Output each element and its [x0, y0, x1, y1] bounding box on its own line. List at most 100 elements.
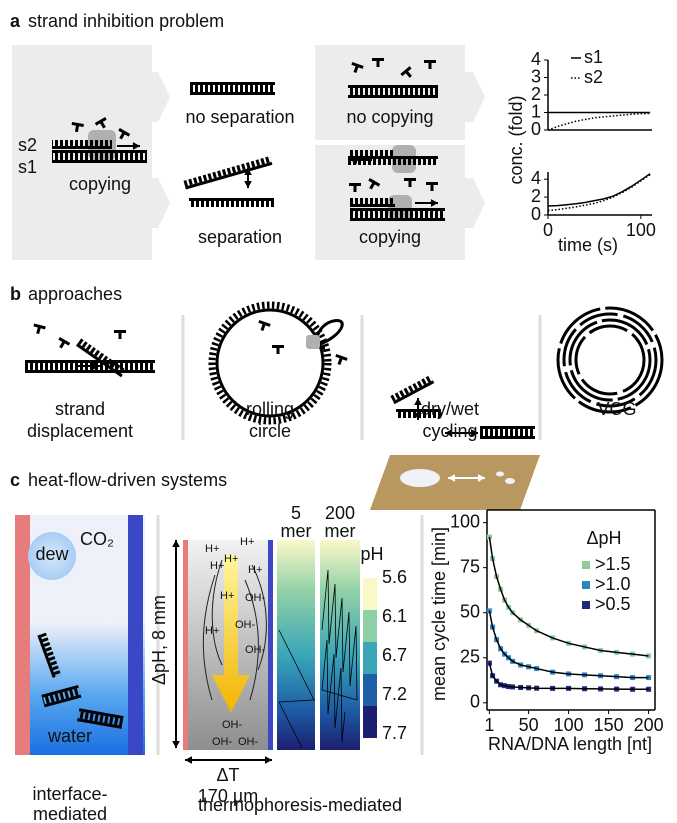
- arrow-head: [172, 540, 180, 547]
- y-tick-label: 4: [531, 168, 541, 188]
- x-tick-label: 100: [626, 220, 656, 240]
- colorbar-label: 6.1: [382, 606, 407, 626]
- label: separation: [198, 227, 282, 247]
- strand: [52, 150, 147, 153]
- colorbar-band: [363, 642, 377, 674]
- panel-label: a: [10, 11, 21, 31]
- colorbar-label: 5.6: [382, 567, 407, 587]
- panel-title: heat-flow-driven systems: [28, 470, 227, 490]
- strip-label: 5: [291, 503, 301, 523]
- label: CO₂: [80, 529, 114, 549]
- x-tick-label: 200: [634, 715, 664, 735]
- colorbar-band: [363, 610, 377, 642]
- strand: [25, 360, 155, 363]
- label: dew: [35, 544, 69, 564]
- vcg-ring: [558, 308, 662, 412]
- strip-label: 200: [325, 503, 355, 523]
- x-tick-label: 50: [519, 715, 539, 735]
- caption: thermophoresis-mediated: [198, 795, 402, 815]
- ion: OH-: [245, 644, 266, 656]
- ion: H+: [240, 536, 254, 548]
- hot-wall: [15, 515, 30, 755]
- colorbar-band: [363, 706, 377, 738]
- strand: [350, 208, 445, 211]
- colorbar-label: 7.2: [382, 684, 407, 704]
- label: copying: [359, 227, 421, 247]
- y-tick-label: 1: [531, 101, 541, 121]
- label: ΔT: [216, 765, 239, 785]
- y-tick-label: 25: [460, 646, 480, 666]
- group: [183, 156, 272, 189]
- group: [190, 82, 275, 95]
- legend-swatch: [582, 601, 590, 609]
- y-tick-label: 50: [460, 601, 480, 621]
- colorbar-band: [363, 674, 377, 706]
- group: [350, 208, 445, 221]
- strand: [480, 426, 535, 429]
- strip-label: mer: [325, 521, 356, 541]
- vcg-ring: [564, 314, 656, 406]
- cold-wall: [268, 540, 273, 750]
- base-pairs: [190, 85, 275, 92]
- strand: [190, 92, 275, 95]
- panel-title: strand inhibition problem: [28, 11, 224, 31]
- label: copying: [69, 174, 131, 194]
- arrow-head: [244, 181, 252, 188]
- approach-label: strand: [55, 399, 105, 419]
- bases: [350, 198, 395, 204]
- arrow-head: [185, 756, 192, 764]
- ion: OH-: [235, 619, 256, 631]
- strand: [350, 204, 395, 207]
- y-tick-label: 0: [531, 204, 541, 224]
- vcg-ring: [576, 326, 644, 394]
- label: water: [47, 726, 92, 746]
- group: [52, 140, 112, 149]
- primer: [333, 354, 347, 367]
- bases: [183, 156, 271, 187]
- group: [189, 198, 274, 207]
- strand: [190, 82, 275, 85]
- ion: H+: [205, 625, 219, 637]
- ion: OH-: [245, 592, 266, 604]
- arrow-head: [172, 741, 180, 748]
- bases: [52, 140, 112, 146]
- legend-label: >0.5: [595, 594, 631, 614]
- approach-label: rolling: [246, 399, 294, 419]
- ion: OH-: [238, 736, 259, 748]
- strand: [348, 95, 438, 98]
- ion: OH-: [222, 719, 243, 731]
- primer: [114, 330, 126, 339]
- colorbar-label: 7.7: [382, 723, 407, 743]
- panel-label: b: [10, 284, 21, 304]
- legend-label: >1.5: [595, 554, 631, 574]
- y-tick-label: 0: [531, 119, 541, 139]
- x-tick-label: 1: [484, 715, 494, 735]
- ion: H+: [210, 560, 224, 572]
- bases: [350, 150, 395, 156]
- y-tick-label: 4: [531, 49, 541, 69]
- hot-wall: [183, 540, 188, 750]
- legend-title: ΔpH: [586, 528, 621, 548]
- y-axis-label: mean cycle time [min]: [429, 527, 449, 701]
- x-axis-label: RNA/DNA length [nt]: [488, 734, 652, 754]
- strand: [25, 370, 155, 373]
- label: no copying: [346, 107, 433, 127]
- x-tick-label: 100: [554, 715, 584, 735]
- series-line: [548, 174, 650, 206]
- vcg-ring: [570, 320, 650, 400]
- base-pairs: [480, 429, 535, 436]
- flow-arrow: [465, 178, 485, 228]
- ph-strip: [277, 540, 315, 750]
- axis-label: ΔpH, 8 mm: [149, 595, 169, 685]
- group: [480, 426, 535, 439]
- approach-label: VCG: [597, 399, 636, 419]
- arrow-head: [265, 756, 272, 764]
- displaced-strand: [317, 321, 342, 349]
- strand-label: s1: [18, 157, 37, 177]
- flow-arrow: [150, 72, 170, 122]
- group: [348, 85, 438, 98]
- group: [52, 150, 147, 163]
- panel-label: c: [10, 470, 20, 490]
- group: [350, 198, 395, 207]
- y-tick-label: 0: [470, 692, 480, 712]
